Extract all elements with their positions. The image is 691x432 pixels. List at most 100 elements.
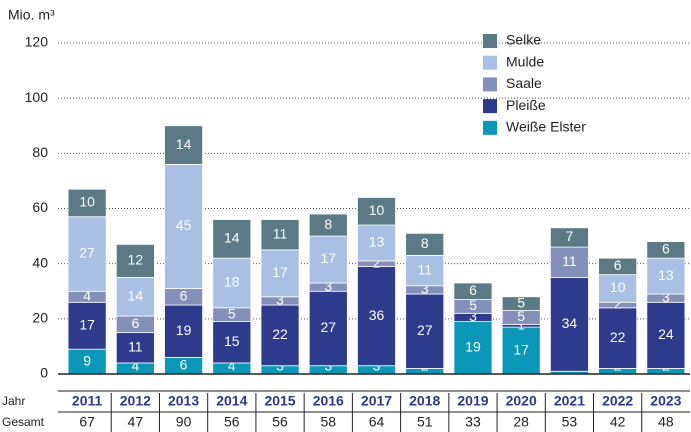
value-label: 10 bbox=[369, 202, 385, 218]
value-label: 9 bbox=[83, 352, 91, 368]
total-label: 58 bbox=[320, 414, 336, 430]
x-tick-label: 2019 bbox=[457, 393, 488, 409]
value-label: 6 bbox=[180, 287, 188, 303]
legend-swatch bbox=[483, 120, 497, 135]
value-label: 11 bbox=[273, 225, 288, 241]
x-tick-label: 2015 bbox=[264, 393, 295, 409]
total-label: 67 bbox=[79, 414, 95, 430]
value-label: 36 bbox=[369, 307, 385, 323]
total-label: 56 bbox=[224, 414, 240, 430]
value-label: 17 bbox=[320, 250, 336, 266]
total-label: 53 bbox=[562, 414, 578, 430]
bar-segment bbox=[212, 321, 252, 364]
value-label: 27 bbox=[79, 245, 95, 261]
total-label: 51 bbox=[417, 414, 433, 430]
x-tick-label: 2012 bbox=[120, 393, 151, 409]
value-label: 22 bbox=[610, 329, 626, 345]
legend-label: Pleiße bbox=[506, 97, 546, 113]
legend-swatch bbox=[483, 55, 497, 70]
value-label: 2 bbox=[614, 296, 622, 312]
value-label: 14 bbox=[224, 230, 240, 246]
value-label: 3 bbox=[662, 289, 670, 305]
value-label: 11 bbox=[128, 338, 143, 354]
bar-segment bbox=[646, 241, 686, 259]
table-row-label: Jahr bbox=[2, 394, 25, 408]
value-label: 8 bbox=[324, 216, 332, 232]
bar-segment bbox=[598, 307, 638, 369]
bar-segment bbox=[212, 219, 252, 259]
total-label: 90 bbox=[176, 414, 192, 430]
x-tick-label: 2021 bbox=[554, 393, 585, 409]
value-label: 12 bbox=[128, 252, 144, 268]
bar-segment bbox=[549, 277, 589, 372]
value-label: 2 bbox=[373, 254, 381, 270]
bar-segment bbox=[212, 257, 252, 309]
bar-segment bbox=[501, 296, 541, 311]
bar-segment bbox=[164, 125, 204, 165]
y-tick-label: 20 bbox=[32, 310, 48, 326]
value-label: 18 bbox=[224, 274, 240, 290]
value-label: 5 bbox=[228, 305, 236, 321]
value-label: 3 bbox=[421, 281, 429, 297]
value-label: 14 bbox=[128, 287, 144, 303]
value-label: 10 bbox=[610, 279, 626, 295]
bar-segment bbox=[67, 301, 107, 350]
value-label: 17 bbox=[513, 341, 529, 357]
value-label: 10 bbox=[79, 194, 95, 210]
y-axis-label: Mio. m³ bbox=[8, 7, 55, 23]
bar-segment bbox=[405, 232, 445, 256]
value-label: 17 bbox=[272, 264, 288, 280]
table-row-label: Gesamt bbox=[2, 415, 45, 429]
x-tick-label: 2023 bbox=[650, 393, 681, 409]
value-label: 11 bbox=[417, 261, 432, 277]
value-label: 3 bbox=[324, 278, 332, 294]
bar-segment bbox=[405, 293, 445, 369]
y-tick-label: 120 bbox=[25, 34, 49, 50]
value-label: 34 bbox=[562, 315, 578, 331]
x-tick-label: 2018 bbox=[409, 393, 440, 409]
value-label: 5 bbox=[517, 308, 525, 324]
legend-label: Mulde bbox=[506, 53, 544, 69]
bar-segment bbox=[357, 197, 396, 226]
value-label: 17 bbox=[79, 316, 95, 332]
value-label: 6 bbox=[614, 257, 622, 273]
total-label: 33 bbox=[465, 414, 481, 430]
y-tick-label: 60 bbox=[32, 199, 48, 215]
value-label: 5 bbox=[469, 297, 477, 313]
x-tick-label: 2017 bbox=[361, 393, 392, 409]
bar-segment bbox=[308, 290, 348, 367]
legend-label: Selke bbox=[506, 32, 541, 48]
value-label: 11 bbox=[562, 253, 577, 269]
y-tick-label: 100 bbox=[25, 89, 49, 105]
x-tick-label: 2011 bbox=[72, 393, 103, 409]
y-tick-label: 0 bbox=[40, 365, 48, 381]
value-label: 13 bbox=[369, 234, 385, 250]
value-label: 7 bbox=[566, 228, 574, 244]
x-tick-label: 2013 bbox=[168, 393, 199, 409]
y-tick-label: 80 bbox=[32, 144, 48, 160]
value-label: 19 bbox=[176, 322, 192, 338]
value-label: 19 bbox=[465, 338, 481, 354]
legend-swatch bbox=[483, 99, 497, 114]
legend-label: Saale bbox=[506, 75, 542, 91]
total-label: 56 bbox=[272, 414, 288, 430]
value-label: 5 bbox=[517, 294, 525, 310]
total-label: 47 bbox=[128, 414, 144, 430]
value-label: 13 bbox=[658, 267, 674, 283]
x-tick-label: 2020 bbox=[506, 393, 537, 409]
value-label: 6 bbox=[180, 356, 188, 372]
value-label: 4 bbox=[228, 358, 236, 374]
legend-swatch bbox=[483, 34, 497, 48]
value-label: 6 bbox=[469, 282, 477, 298]
total-label: 48 bbox=[658, 414, 674, 430]
value-label: 4 bbox=[131, 358, 139, 374]
total-label: 28 bbox=[513, 414, 529, 430]
value-label: 3 bbox=[469, 308, 477, 324]
value-label: 8 bbox=[421, 235, 429, 251]
bar-segment bbox=[260, 304, 300, 367]
total-label: 64 bbox=[369, 414, 385, 430]
value-label: 45 bbox=[176, 217, 192, 233]
x-tick-label: 2022 bbox=[602, 393, 633, 409]
